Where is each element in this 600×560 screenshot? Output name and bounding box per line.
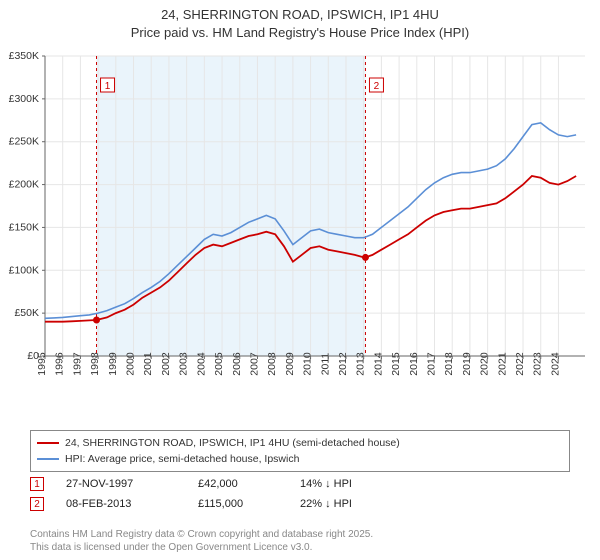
legend-item: HPI: Average price, semi-detached house,… <box>37 451 563 467</box>
sale-marker-badge-label: 2 <box>374 81 380 92</box>
y-tick-label: £50K <box>14 307 39 319</box>
footer-line-2: This data is licensed under the Open Gov… <box>30 541 570 554</box>
y-tick-label: £200K <box>9 179 39 191</box>
marker-date: 08-FEB-2013 <box>56 498 186 510</box>
plot-area: £0£50K£100K£150K£200K£250K£300K£350K1995… <box>0 46 600 416</box>
sale-marker-table: 1 27-NOV-1997 £42,000 14% ↓ HPI 2 08-FEB-2013… <box>30 474 570 514</box>
marker-price: £115,000 <box>198 498 288 510</box>
legend-label: HPI: Average price, semi-detached house,… <box>65 453 299 465</box>
footer-attribution: Contains HM Land Registry data © Crown c… <box>30 528 570 554</box>
chart-title: 24, SHERRINGTON ROAD, IPSWICH, IP1 4HU P… <box>0 0 600 41</box>
chart-svg: £0£50K£100K£150K£200K£250K£300K£350K1995… <box>0 46 600 416</box>
legend-swatch <box>37 442 59 444</box>
sale-marker-badge-label: 1 <box>105 81 111 92</box>
chart-root: { "title_line1": "24, SHERRINGTON ROAD, … <box>0 0 600 560</box>
marker-price: £42,000 <box>198 478 288 490</box>
y-tick-label: £300K <box>9 93 39 105</box>
marker-row: 1 27-NOV-1997 £42,000 14% ↓ HPI <box>30 474 570 494</box>
marker-badge: 1 <box>30 477 44 491</box>
legend-item: 24, SHERRINGTON ROAD, IPSWICH, IP1 4HU (… <box>37 435 563 451</box>
legend-swatch <box>37 458 59 460</box>
legend-label: 24, SHERRINGTON ROAD, IPSWICH, IP1 4HU (… <box>65 437 400 449</box>
y-tick-label: £150K <box>9 221 39 233</box>
marker-delta: 14% ↓ HPI <box>300 478 410 490</box>
marker-badge: 2 <box>30 497 44 511</box>
title-line-2: Price paid vs. HM Land Registry's House … <box>0 24 600 42</box>
y-tick-label: £350K <box>9 50 39 62</box>
y-tick-label: £250K <box>9 136 39 148</box>
title-line-1: 24, SHERRINGTON ROAD, IPSWICH, IP1 4HU <box>0 6 600 24</box>
marker-row: 2 08-FEB-2013 £115,000 22% ↓ HPI <box>30 494 570 514</box>
legend: 24, SHERRINGTON ROAD, IPSWICH, IP1 4HU (… <box>30 430 570 472</box>
shaded-band <box>97 56 366 356</box>
y-tick-label: £100K <box>9 264 39 276</box>
marker-date: 27-NOV-1997 <box>56 478 186 490</box>
marker-delta: 22% ↓ HPI <box>300 498 410 510</box>
footer-line-1: Contains HM Land Registry data © Crown c… <box>30 528 570 541</box>
